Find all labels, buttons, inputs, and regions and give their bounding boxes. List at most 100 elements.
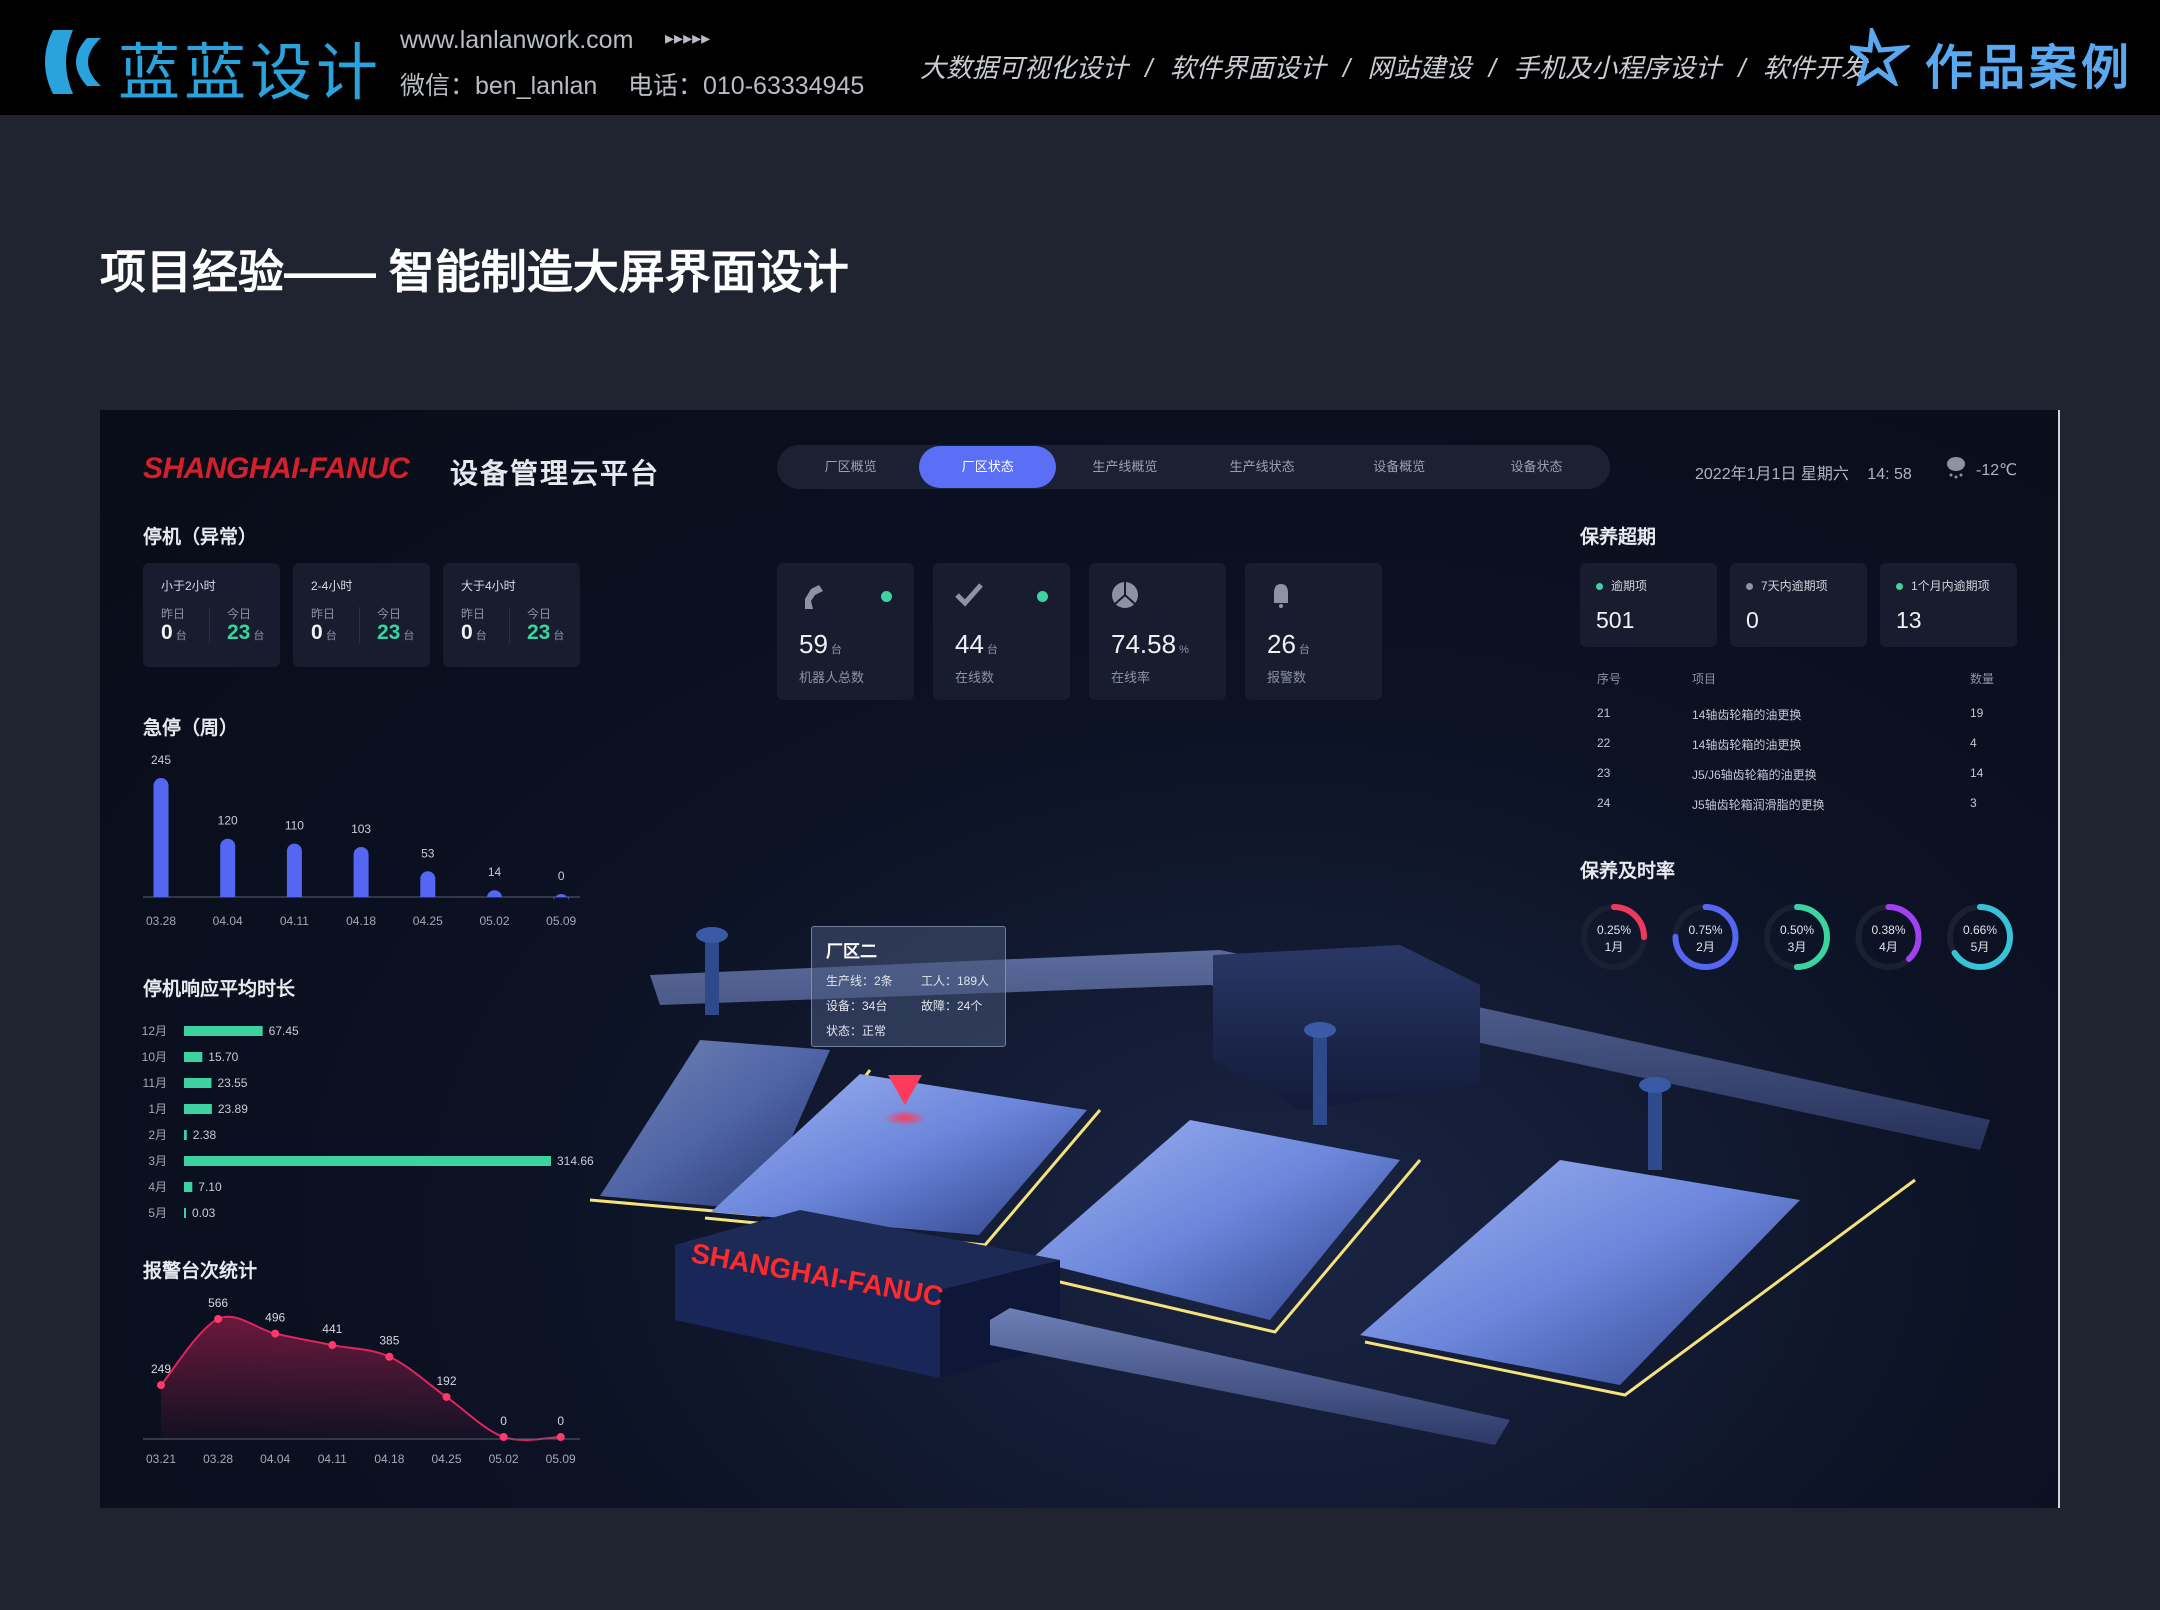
- table-cell: 21: [1597, 706, 1611, 720]
- y-tick-label: 1月: [148, 1102, 167, 1116]
- status-dot: [1037, 591, 1048, 602]
- bar: [184, 1078, 212, 1088]
- unit: 台: [553, 630, 565, 642]
- overdue-value: 13: [1896, 607, 1922, 633]
- donut-label: 2月: [1696, 940, 1715, 954]
- unit: 台: [475, 630, 487, 642]
- datetime: 2022年1月1日 星期六 14: 58: [1695, 460, 1912, 484]
- y-tick-label: 11月: [143, 1076, 167, 1090]
- table-cell: 14轴齿轮箱的油更换: [1692, 708, 1802, 722]
- divider: [209, 607, 210, 643]
- tooltip-devices: 设备：34台: [826, 999, 888, 1013]
- separator: /: [1488, 53, 1496, 83]
- estop-bar-chart: 245 03.28 120 04.04 110 04.11 103 04.18 53 04.25 1…: [143, 753, 580, 928]
- x-tick-label: 04.18: [374, 1452, 404, 1466]
- data-point: [328, 1341, 337, 1350]
- brand-logo: SHANGHAI-FANUC: [143, 452, 410, 485]
- website-link[interactable]: www.lanlanwork.com: [400, 26, 634, 54]
- park-tooltip: 厂区二 生产线：2条 工人：189人 设备：34台 故障：24个 状态：正常: [811, 926, 1006, 1047]
- services-nav: 大数据可视化设计 / 软件界面设计 / 网站建设 / 手机及小程序设计 / 软件…: [920, 48, 1877, 85]
- separator: /: [1342, 53, 1351, 83]
- table-cell: 23: [1597, 766, 1611, 780]
- yesterday-value: 0: [161, 621, 173, 644]
- x-tick-label: 04.04: [213, 914, 243, 928]
- date-text: 2022年1月1日 星期六: [1695, 466, 1849, 483]
- tab-park-status[interactable]: 厂区状态: [919, 446, 1057, 488]
- tab-line-overview[interactable]: 生产线概览: [1092, 459, 1158, 474]
- data-label: 2.38: [193, 1128, 217, 1142]
- data-label: 7.10: [198, 1180, 222, 1194]
- response-hbar-chart: 12月 67.45 10月 15.70 11月 23.55 1月 23.89 2月 2.38 3月 3…: [142, 1024, 594, 1220]
- table-header: 项目: [1692, 672, 1717, 686]
- overdue-label: 7天内逾期项: [1761, 579, 1828, 593]
- kpi-card: 44 台 在线数: [933, 563, 1070, 700]
- kpi-value: 44: [955, 629, 984, 659]
- data-point: [442, 1392, 451, 1401]
- tooltip-title: 厂区二: [826, 942, 877, 961]
- y-tick-label: 10月: [142, 1050, 167, 1064]
- data-label: 192: [436, 1374, 456, 1388]
- today-value: 23: [527, 621, 551, 644]
- donut-value: 0.75%: [1688, 923, 1722, 937]
- dashboard-screen: SHANGHAI-FANUC SHANGHAI-FANUC 设备管理云平台 厂区…: [100, 410, 2060, 1508]
- data-label: 0: [500, 1414, 507, 1428]
- donut-arc: [1764, 904, 1830, 970]
- tab-device-status[interactable]: 设备状态: [1510, 459, 1563, 474]
- hangar-c-roof: [1030, 1120, 1400, 1320]
- check-icon: [955, 583, 983, 607]
- data-point: [385, 1352, 394, 1361]
- divider: [359, 607, 360, 643]
- data-point: [499, 1433, 508, 1441]
- service-item[interactable]: 软件界面设计: [1169, 53, 1326, 83]
- tooltip-faults: 故障：24个: [921, 999, 983, 1013]
- service-item[interactable]: 网站建设: [1367, 53, 1472, 83]
- x-tick-label: 04.11: [280, 914, 309, 928]
- kpi-label: 在线率: [1111, 670, 1151, 685]
- kpi-value: 74.58: [1111, 629, 1177, 659]
- data-point: [214, 1315, 223, 1323]
- y-tick-label: 2月: [148, 1128, 167, 1142]
- tab-park-overview[interactable]: 厂区概览: [824, 459, 877, 474]
- table-header: 数量: [1970, 672, 1995, 686]
- overdue-value: 0: [1746, 607, 1759, 633]
- data-label: 14: [488, 865, 502, 879]
- yesterday-value: 0: [461, 621, 473, 644]
- conveyor-bottom: [990, 1308, 1510, 1445]
- table-cell: 14轴齿轮箱的油更换: [1692, 738, 1802, 752]
- donut-label: 5月: [1971, 940, 1990, 954]
- divider: [509, 607, 510, 643]
- data-label: 23.89: [218, 1102, 248, 1116]
- data-label: 0.03: [192, 1206, 216, 1220]
- today-value: 23: [377, 621, 401, 644]
- brand-building-front: [675, 1245, 940, 1378]
- bar: [220, 838, 236, 897]
- data-label: 249: [151, 1362, 171, 1376]
- rate-title: 保养及时率: [1580, 861, 1676, 882]
- lanlan-logo-icon: [45, 30, 101, 94]
- tab-line-status[interactable]: 生产线状态: [1229, 459, 1295, 474]
- table-cell: 4: [1970, 736, 1977, 750]
- service-item[interactable]: 大数据可视化设计: [920, 53, 1129, 83]
- donut-arc: [1947, 904, 2013, 970]
- donut-label: 1月: [1605, 940, 1624, 954]
- hangar-b-roof: [711, 1074, 1087, 1235]
- temperature: -12℃: [1976, 462, 2018, 479]
- tab-device-overview[interactable]: 设备概览: [1373, 459, 1426, 474]
- cases-link[interactable]: 作品案例: [1925, 42, 2134, 95]
- service-item[interactable]: 软件开发: [1762, 53, 1867, 83]
- data-label: 441: [322, 1322, 342, 1336]
- page-title: 项目经验—— 智能制造大屏界面设计: [100, 246, 849, 298]
- yesterday-value: 0: [311, 621, 323, 644]
- table-cell: J5/J6轴齿轮箱的油更换: [1692, 768, 1817, 782]
- wechat-info: 微信：ben_lanlan: [400, 72, 598, 100]
- rate-donut-charts: 0.25% 1月 0.75% 2月 0.50% 3月 0.38% 4月 0.66% 5月: [1581, 904, 2013, 970]
- star-icon: [1850, 28, 1910, 86]
- data-label: 566: [208, 1296, 228, 1310]
- service-item[interactable]: 手机及小程序设计: [1513, 53, 1722, 83]
- data-label: 496: [265, 1311, 285, 1325]
- kpi-card: 26 台 报警数: [1245, 563, 1382, 700]
- status-dot: [1896, 583, 1903, 591]
- x-tick-label: 04.04: [260, 1452, 290, 1466]
- factory-3d-scene[interactable]: SHANGHAI-FANUC: [100, 410, 2060, 1508]
